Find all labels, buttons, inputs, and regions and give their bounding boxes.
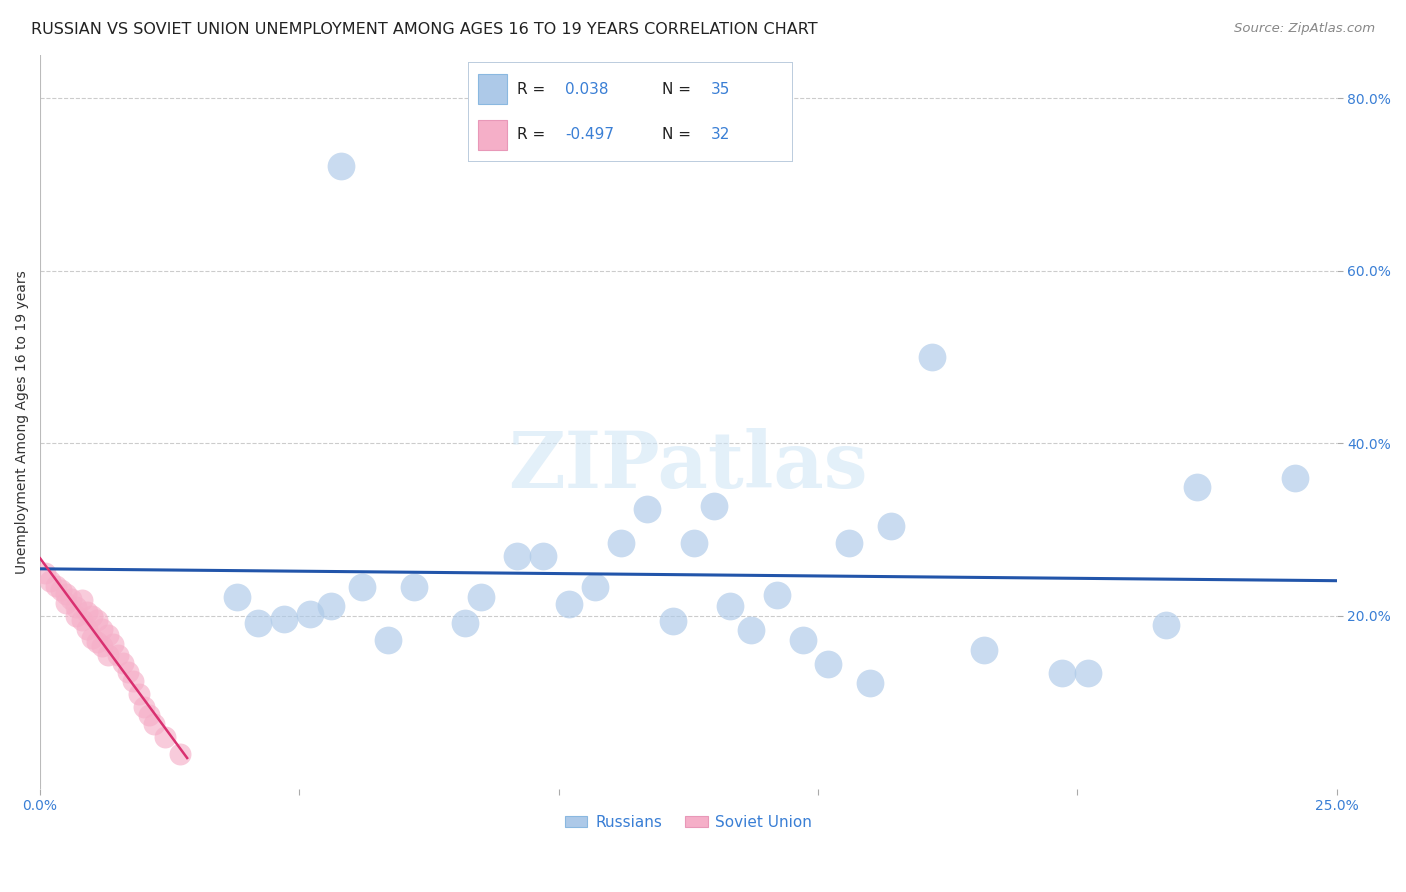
Point	[101, 636, 124, 650]
Point	[973, 643, 995, 657]
Point	[859, 676, 882, 690]
Point	[49, 583, 72, 598]
Point	[76, 622, 98, 636]
Point	[1154, 617, 1177, 632]
Point	[682, 536, 704, 550]
Point	[740, 623, 762, 637]
Point	[765, 588, 787, 602]
Point	[91, 639, 114, 653]
Point	[1077, 665, 1099, 680]
Point	[298, 607, 321, 622]
Point	[76, 605, 98, 619]
Point	[718, 599, 741, 613]
Point	[558, 597, 581, 611]
Point	[55, 587, 77, 601]
Point	[86, 613, 108, 627]
Point	[662, 614, 685, 628]
Point	[138, 708, 160, 723]
Point	[838, 536, 860, 550]
Point	[402, 580, 425, 594]
Point	[636, 502, 658, 516]
Point	[1185, 479, 1208, 493]
Point	[273, 611, 295, 625]
Point	[506, 549, 529, 563]
Point	[921, 350, 943, 364]
Point	[96, 628, 118, 642]
Point	[169, 747, 191, 761]
Point	[319, 599, 342, 613]
Y-axis label: Unemployment Among Ages 16 to 19 years: Unemployment Among Ages 16 to 19 years	[15, 270, 30, 574]
Point	[96, 648, 118, 662]
Point	[1050, 665, 1073, 680]
Point	[143, 716, 166, 731]
Point	[132, 699, 155, 714]
Point	[817, 657, 839, 672]
Point	[470, 590, 492, 604]
Point	[86, 635, 108, 649]
Point	[128, 687, 150, 701]
Point	[39, 574, 62, 589]
Point	[610, 536, 633, 550]
Text: RUSSIAN VS SOVIET UNION UNEMPLOYMENT AMONG AGES 16 TO 19 YEARS CORRELATION CHART: RUSSIAN VS SOVIET UNION UNEMPLOYMENT AMO…	[31, 22, 817, 37]
Legend: Russians, Soviet Union: Russians, Soviet Union	[558, 809, 818, 836]
Point	[879, 519, 901, 533]
Point	[107, 648, 129, 662]
Point	[65, 600, 87, 615]
Point	[703, 500, 725, 514]
Point	[70, 613, 93, 627]
Point	[117, 665, 139, 679]
Point	[80, 631, 103, 645]
Point	[80, 609, 103, 624]
Text: ZIPatlas: ZIPatlas	[509, 428, 869, 504]
Point	[329, 159, 352, 173]
Point	[122, 673, 145, 688]
Point	[454, 615, 477, 630]
Point	[1284, 471, 1306, 485]
Text: Source: ZipAtlas.com: Source: ZipAtlas.com	[1234, 22, 1375, 36]
Point	[153, 730, 176, 744]
Point	[246, 615, 269, 630]
Point	[45, 579, 67, 593]
Point	[70, 593, 93, 607]
Point	[91, 622, 114, 636]
Point	[55, 596, 77, 610]
Point	[34, 566, 56, 580]
Point	[531, 549, 554, 563]
Point	[350, 580, 373, 594]
Point	[112, 657, 135, 671]
Point	[377, 633, 399, 648]
Point	[226, 590, 249, 604]
Point	[60, 591, 83, 606]
Point	[65, 609, 87, 624]
Point	[583, 580, 606, 594]
Point	[792, 633, 814, 648]
